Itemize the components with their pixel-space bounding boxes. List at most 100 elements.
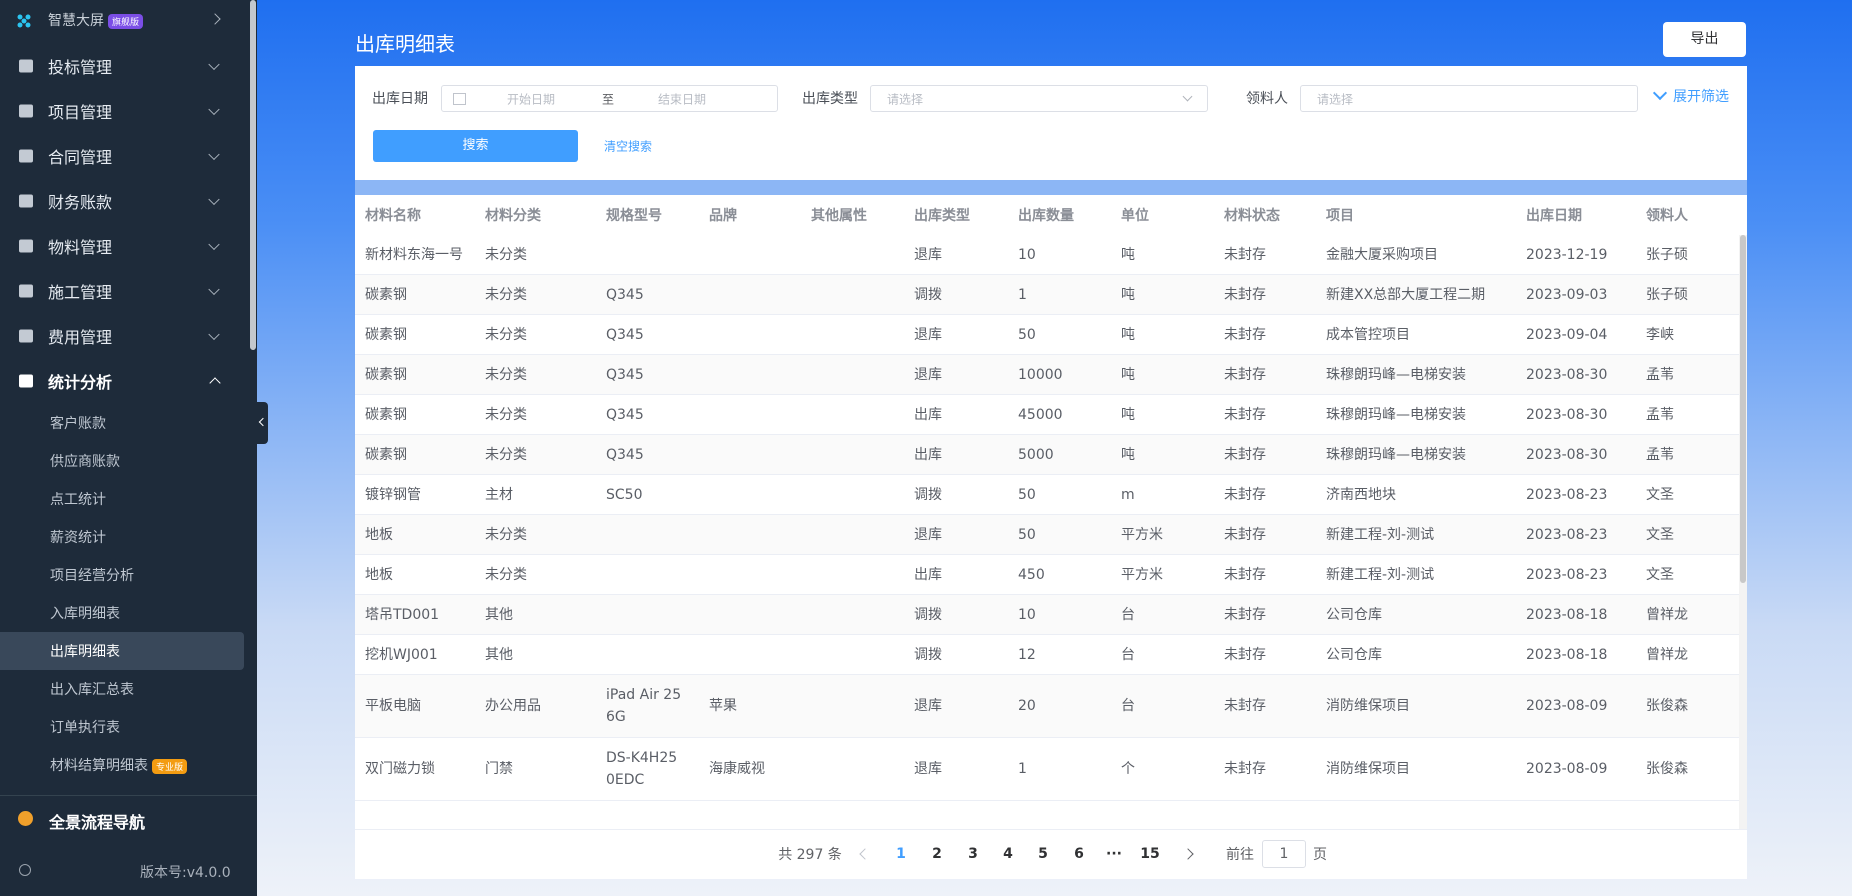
submenu-item[interactable]: 出库明细表: [50, 644, 120, 660]
type-select[interactable]: 请选择: [870, 85, 1208, 112]
table-cell: 1: [1018, 286, 1027, 303]
menu-item[interactable]: 统计分析: [48, 373, 113, 392]
active-bg: [0, 632, 244, 670]
page-number[interactable]: 6: [1074, 846, 1084, 862]
table-cell: 未封存: [1224, 698, 1266, 714]
table-cell: 其他: [485, 606, 513, 623]
menu-icon: [19, 59, 33, 73]
next[interactable]: [1182, 848, 1194, 860]
nav-link[interactable]: 全景流程导航: [49, 813, 146, 832]
select-arrow: [1182, 91, 1193, 102]
search-button[interactable]: 搜索: [373, 130, 578, 162]
menu-item[interactable]: 投标管理: [48, 58, 113, 77]
page-number[interactable]: 1: [896, 846, 906, 862]
prev[interactable]: [859, 848, 871, 860]
table-cell: 45000: [1018, 406, 1063, 423]
top-item[interactable]: 智慧大屏 旗舰版: [48, 10, 144, 30]
table-cell: 孟苇: [1646, 366, 1674, 383]
table-cell: 10: [1018, 606, 1036, 623]
nav-icon: [18, 811, 33, 826]
table-cell: 调拨: [914, 286, 942, 303]
table-row: 地板 未分类 退库 50 平方米 未封存 新建工程-刘-测试 2023-08-23 文圣: [355, 515, 1739, 555]
table-row: 镀锌钢管 主材 SC50 调拨 50 m 未封存 济南西地块 2023-08-23 文圣: [355, 475, 1739, 515]
table-scrollbar: [1739, 235, 1747, 829]
date-range[interactable]: 开始日期 至 结束日期: [441, 85, 778, 112]
placeholder: 请选择: [1317, 92, 1354, 107]
goto-label: 前往: [1226, 847, 1254, 863]
table-cell: 50: [1018, 326, 1036, 343]
settings-icon[interactable]: [19, 864, 31, 876]
person-select[interactable]: 请选择: [1300, 85, 1638, 112]
expand-link[interactable]: 展开筛选: [1673, 89, 1729, 105]
table-cell: 孟苇: [1646, 446, 1674, 463]
page-number[interactable]: 15: [1140, 846, 1160, 862]
submenu-item[interactable]: 项目经营分析: [50, 568, 134, 584]
clear-link[interactable]: 清空搜索: [604, 139, 653, 154]
menu-icon: [19, 374, 33, 388]
submenu-item[interactable]: 供应商账款: [50, 454, 120, 470]
menu-arrow: [208, 58, 220, 71]
search-label: 搜索: [462, 138, 489, 153]
submenu-item[interactable]: 客户账款: [50, 416, 106, 432]
page-number[interactable]: 4: [1003, 846, 1013, 862]
filter-label: 出库类型: [802, 91, 858, 107]
table-cell: 2023-08-30: [1526, 446, 1608, 463]
submenu-item[interactable]: 点工统计: [50, 492, 106, 508]
page-number[interactable]: 2: [932, 846, 942, 862]
table-cell: 苹果: [709, 698, 737, 714]
table-cell: 出库: [914, 566, 942, 583]
version: 版本号:v4.0.0: [140, 865, 231, 881]
table-cell: 10000: [1018, 366, 1063, 383]
menu-item[interactable]: 项目管理: [48, 103, 113, 122]
table-cell: 办公用品: [485, 698, 541, 714]
table-cell: Q345: [606, 286, 644, 303]
page-number[interactable]: 3: [968, 846, 978, 862]
menu-item[interactable]: 财务账款: [48, 193, 113, 212]
table-cell: 未分类: [485, 326, 527, 343]
table-cell: 未分类: [485, 286, 527, 303]
scroll-thumb: [1740, 235, 1746, 583]
logo-svg: [17, 14, 31, 28]
table-row: 碳素钢 未分类 Q345 出库 45000 吨 未封存 珠穆朗玛峰—电梯安装 2023-08-3…: [355, 395, 1739, 435]
placeholder: 请选择: [887, 92, 924, 107]
export-button[interactable]: 导出: [1663, 22, 1746, 57]
column-header: 材料状态: [1224, 208, 1280, 224]
table-cell: 1: [1018, 761, 1027, 777]
table-cell: 未封存: [1224, 566, 1266, 583]
table-cell: 孟苇: [1646, 406, 1674, 423]
menu-item[interactable]: 物料管理: [48, 238, 113, 257]
menu-arrow: [208, 283, 220, 296]
menu-item[interactable]: 费用管理: [48, 328, 113, 347]
column-header: 单位: [1121, 208, 1149, 224]
table-cell: 2023-09-04: [1526, 326, 1608, 343]
submenu-item[interactable]: 出入库汇总表: [50, 682, 134, 698]
badge: 旗舰版: [108, 13, 144, 29]
goto-unit: 页: [1313, 847, 1327, 863]
submenu-item[interactable]: 入库明细表: [50, 606, 120, 622]
table-cell: 2023-12-19: [1526, 246, 1608, 263]
page-number[interactable]: 5: [1038, 846, 1048, 862]
sidebar: 智慧大屏 旗舰版 投标管理项目管理合同管理财务账款物料管理施工管理费用管理统计分析…: [0, 0, 257, 896]
menu-item[interactable]: 施工管理: [48, 283, 113, 302]
menu-item[interactable]: 合同管理: [48, 148, 113, 167]
submenu-item[interactable]: 订单执行表: [50, 720, 120, 736]
table-cell: 平方米: [1121, 566, 1163, 583]
total: 共 297 条: [778, 847, 842, 863]
page-title: 出库明细表: [355, 32, 455, 56]
table-cell: 济南西地块: [1326, 486, 1396, 503]
export-label: 导出: [1690, 31, 1719, 47]
table-row: 碳素钢 未分类 Q345 出库 5000 吨 未封存 珠穆朗玛峰—电梯安装 2023-08-30…: [355, 435, 1739, 475]
submenu-item[interactable]: 薪资统计: [50, 530, 106, 546]
table-cell: 地板: [365, 526, 393, 543]
menu-arrow: [208, 328, 220, 341]
goto-input[interactable]: 1: [1262, 840, 1306, 868]
filter-panel: 出库日期 开始日期 至 结束日期 出库类型 请选择 领料人 请选择 展开筛选 搜…: [355, 66, 1747, 180]
table-cell: 张俊森: [1646, 761, 1688, 777]
table-cell: 退库: [914, 698, 942, 714]
table-cell: 20: [1018, 698, 1036, 714]
table-cell: 退库: [914, 326, 942, 343]
arrow: [209, 13, 221, 25]
submenu-item[interactable]: 材料结算明细表 专业版: [50, 755, 188, 775]
collapse-toggle[interactable]: [257, 402, 268, 444]
table: 材料名称 材料分类 规格型号 品牌 其他属性 出库类型 出库数量 单位 材料状态 项目 出库日期 领料…: [355, 195, 1747, 829]
